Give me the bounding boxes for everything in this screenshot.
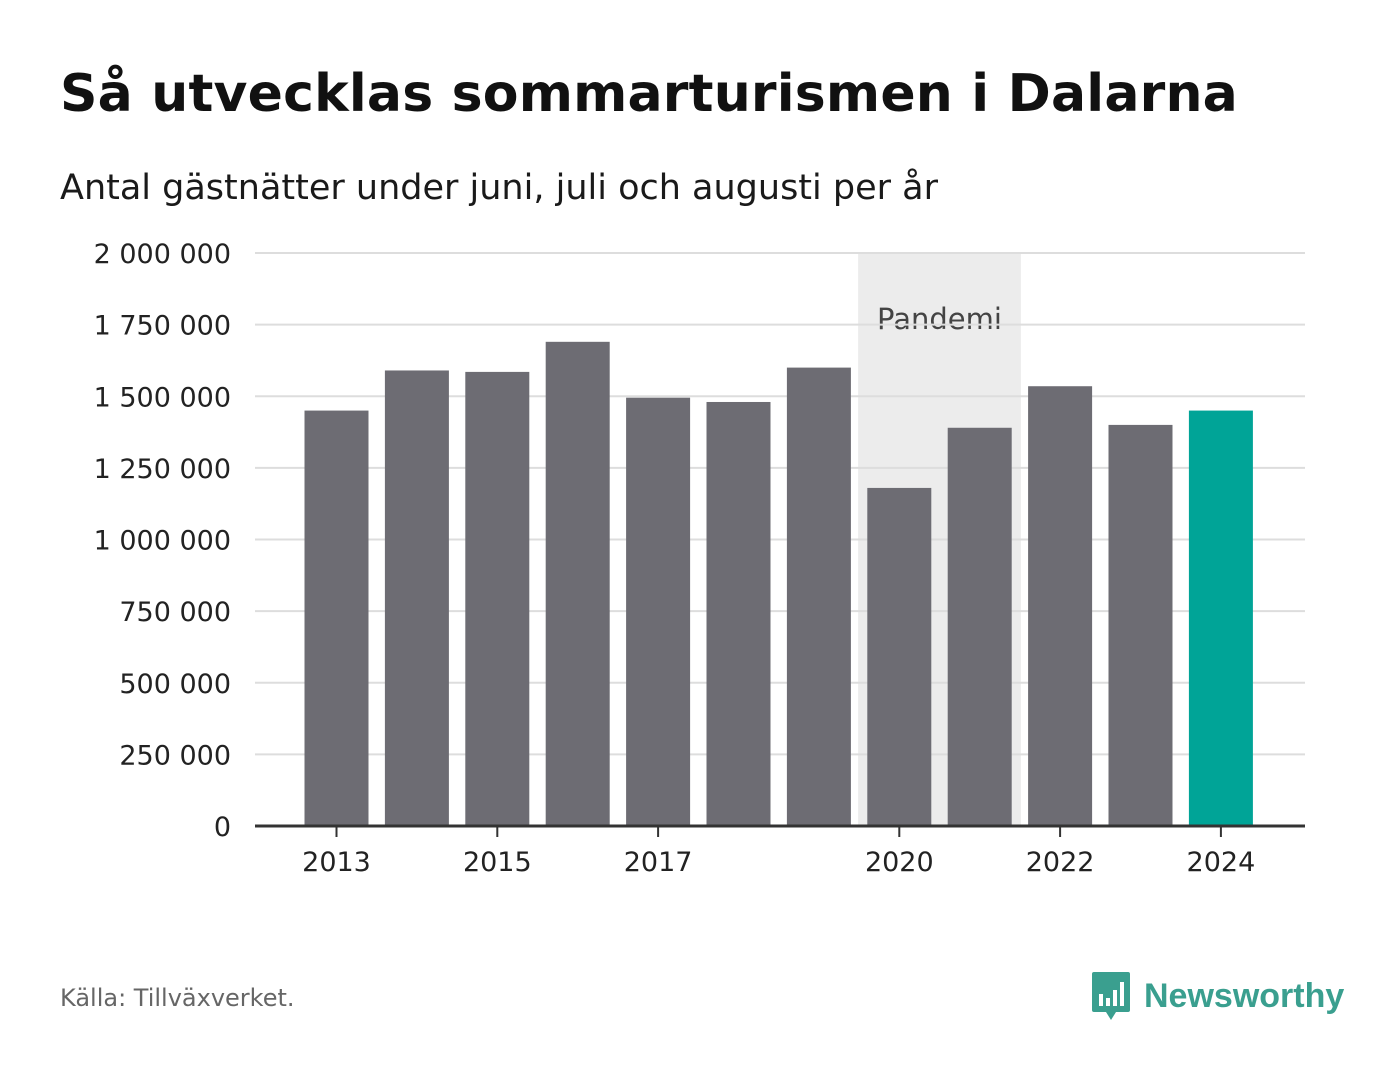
x-tick-label: 2015 — [463, 847, 532, 878]
chart-title: Så utvecklas sommarturismen i Dalarna — [60, 64, 1238, 124]
x-tick-label: 2017 — [624, 847, 693, 878]
x-tick-label: 2020 — [865, 847, 934, 878]
brand-name: Newsworthy — [1144, 976, 1345, 1015]
axis-layer — [255, 824, 1305, 837]
x-tick-label: 2024 — [1187, 847, 1256, 878]
y-tick-label: 1 000 000 — [94, 526, 231, 557]
bar-2018 — [706, 401, 771, 826]
y-tick-label: 2 000 000 — [94, 239, 231, 270]
bar-2023 — [1108, 424, 1173, 826]
y-tick-label: 500 000 — [119, 669, 231, 700]
chart-subtitle: Antal gästnätter under juni, juli och au… — [60, 168, 938, 208]
y-tick-label: 250 000 — [119, 740, 231, 771]
bar-2016 — [545, 341, 610, 826]
source-note: Källa: Tillväxverket. — [60, 984, 295, 1012]
bar-2014 — [384, 370, 449, 826]
bar-2015 — [465, 371, 530, 826]
bar-2013 — [304, 410, 369, 826]
brand-logo: Newsworthy — [1090, 968, 1344, 1024]
newsworthy-logo-icon — [1092, 972, 1130, 1020]
bar-2021 — [947, 427, 1012, 826]
y-tick-label: 1 500 000 — [94, 382, 231, 413]
y-tick-label: 750 000 — [119, 597, 231, 628]
bar-2017 — [626, 397, 691, 826]
label-layer: 0 250 000 500 000 750 000 1 000 000 1 250 000… — [94, 239, 1256, 878]
bar-layer — [304, 341, 1253, 826]
bar-chart: Pandemi 0 250 000 500 000 750 000 1 000 000 1… — [94, 239, 1305, 878]
y-tick-label: 1 750 000 — [94, 311, 231, 342]
y-tick-label: 0 — [214, 812, 231, 843]
bar-2024 — [1188, 410, 1253, 826]
bar-2022 — [1028, 386, 1093, 826]
bar-2020 — [867, 487, 932, 826]
x-tick-label: 2022 — [1026, 847, 1095, 878]
bar-2019 — [786, 367, 851, 826]
y-tick-label: 1 250 000 — [94, 454, 231, 485]
pandemic-label: Pandemi — [877, 302, 1002, 336]
x-tick-label: 2013 — [302, 847, 371, 878]
